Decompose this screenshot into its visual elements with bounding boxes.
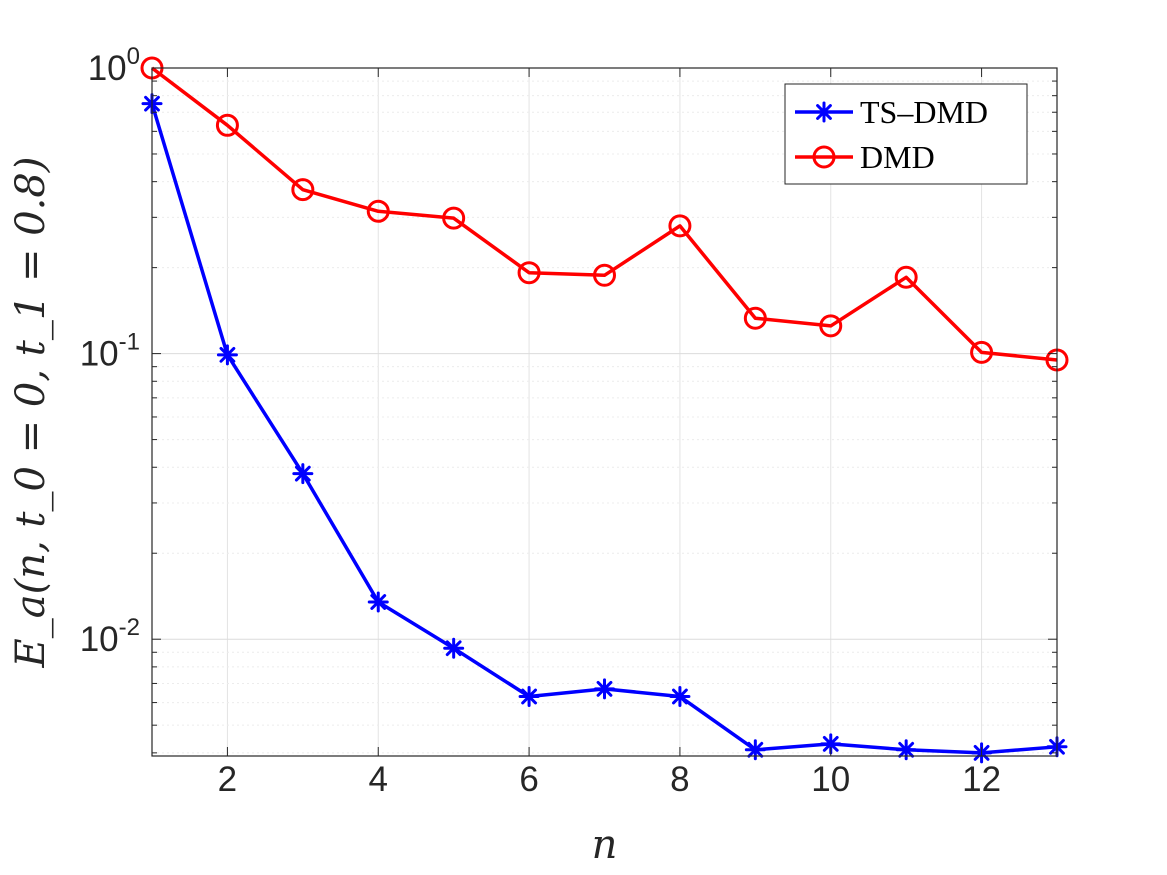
- circle-marker: [215, 113, 239, 137]
- asterisk-stroke: [822, 735, 839, 752]
- circle-marker: [366, 199, 390, 223]
- axes-box: [151, 67, 1058, 757]
- data-point: [970, 340, 994, 364]
- asterisk-marker: [518, 686, 540, 708]
- asterisk-stroke: [596, 680, 613, 697]
- y-tick-label: 10-2: [80, 614, 140, 659]
- data-point: [668, 214, 692, 238]
- x-tick-label: 6: [519, 760, 538, 799]
- data-point: [366, 199, 390, 223]
- asterisk-marker: [216, 344, 238, 366]
- series-layer: [140, 56, 1069, 764]
- circle-marker: [517, 261, 541, 285]
- x-tick-label: 4: [369, 760, 388, 799]
- x-axis-label: n: [592, 822, 618, 868]
- data-point: [894, 265, 918, 289]
- legend-label: DMD: [860, 139, 935, 175]
- asterisk-marker: [594, 678, 615, 700]
- circle-marker: [593, 263, 616, 287]
- y-axis-label: E_a(n, t_0 = 0, t_1 = 0.8): [8, 157, 54, 669]
- data-point: [517, 261, 541, 285]
- asterisk-marker: [367, 591, 389, 613]
- asterisk-stroke: [294, 465, 311, 482]
- series-line: [150, 66, 1058, 362]
- asterisk-marker: [443, 637, 465, 659]
- asterisk-stroke: [747, 741, 764, 758]
- asterisk-stroke: [816, 104, 832, 120]
- data-point: [743, 306, 767, 330]
- data-point: [443, 637, 465, 659]
- y-tick-label: 100: [88, 43, 140, 88]
- x-tick-label: 2: [218, 760, 237, 799]
- asterisk-marker: [669, 686, 691, 708]
- x-tick-label: 12: [962, 760, 1001, 799]
- circle-marker: [442, 206, 466, 230]
- asterisk-stroke: [898, 741, 915, 758]
- asterisk-stroke: [521, 688, 537, 705]
- circle-marker: [291, 178, 315, 202]
- legend-item: DMD: [795, 139, 935, 175]
- data-point: [291, 178, 315, 202]
- data-point: [669, 686, 691, 708]
- asterisk-stroke: [672, 688, 688, 705]
- asterisk-stroke: [445, 640, 462, 657]
- legend-item: TS–DMD: [795, 94, 988, 130]
- ticks: 2 4 6 8 10 12 100 10-1 10-2: [80, 43, 1057, 799]
- data-point: [215, 113, 239, 137]
- data-point: [819, 314, 843, 338]
- data-point: [442, 206, 466, 230]
- data-point: [594, 678, 615, 700]
- legend: TS–DMD DMD: [784, 83, 1028, 185]
- circle-marker: [970, 340, 994, 364]
- asterisk-marker: [813, 101, 835, 123]
- data-point: [367, 591, 389, 613]
- circle-marker: [812, 145, 836, 169]
- legend-label: TS–DMD: [860, 94, 988, 130]
- asterisk-stroke: [219, 346, 236, 363]
- data-point: [518, 686, 540, 708]
- circle-marker: [894, 265, 918, 289]
- circle-marker: [668, 214, 692, 238]
- x-tick-label: 8: [670, 760, 689, 799]
- x-tick-label: 10: [811, 760, 850, 799]
- asterisk-marker: [292, 463, 314, 485]
- data-point: [593, 263, 616, 287]
- y-tick-label: 10-1: [80, 329, 140, 374]
- data-point: [216, 344, 238, 366]
- data-point: [292, 463, 314, 485]
- axis-labels: n E_a(n, t_0 = 0, t_1 = 0.8): [8, 157, 617, 868]
- circle-marker: [743, 306, 767, 330]
- asterisk-stroke: [370, 594, 387, 610]
- circle-marker: [819, 314, 843, 338]
